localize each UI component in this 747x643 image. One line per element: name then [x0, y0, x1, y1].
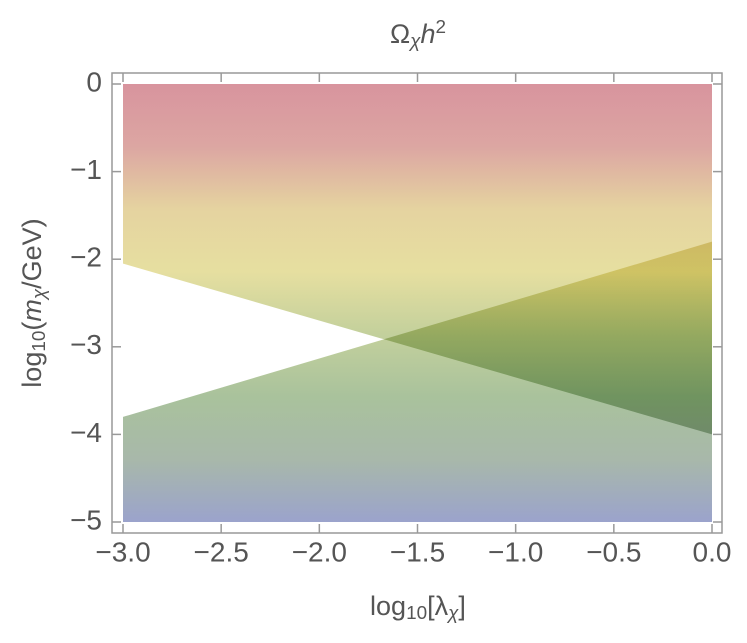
x-tick-label: −3.0 [95, 536, 150, 567]
y-tick-label: −2 [70, 242, 102, 273]
y-tick-label: −4 [70, 417, 102, 448]
chart-title-part: 2 [436, 17, 447, 38]
x-axis-label-part: ] [458, 591, 466, 621]
y-tick-label: 0 [86, 66, 102, 97]
x-tick-label: 0.0 [693, 536, 732, 567]
y-axis-label-part: m [17, 299, 47, 322]
y-axis-label-part: /GeV) [17, 218, 47, 289]
x-tick-label: −1.0 [488, 536, 543, 567]
chart-title: Ωχh2 [390, 17, 446, 51]
x-axis-label-part: χ [446, 603, 459, 624]
y-axis-label-part: 10 [29, 331, 50, 352]
x-axis-label-part: log [370, 591, 406, 621]
y-tick-label: −1 [70, 154, 102, 185]
y-tick-label: −5 [70, 504, 102, 535]
y-axis-label-part: χ [29, 288, 50, 301]
x-tick-label: −0.5 [586, 536, 641, 567]
x-tick-label: −2.5 [194, 536, 249, 567]
y-tick-label: −3 [70, 329, 102, 360]
chart-title-part: h [420, 19, 435, 49]
chart-title-part: Ω [390, 19, 410, 49]
x-axis-label-part: 10 [406, 603, 427, 624]
chart-title-part: χ [408, 31, 421, 52]
x-tick-label: −1.5 [390, 536, 445, 567]
region [123, 241, 712, 522]
x-tick-label: −2.0 [292, 536, 347, 567]
y-axis-label-part: log [17, 352, 47, 388]
x-axis-label: log10[λχ] [370, 591, 466, 624]
y-axis-label: log10(mχ/GeV) [17, 218, 50, 387]
x-axis-label-part: [λ [427, 591, 449, 621]
y-axis-label-part: ( [17, 322, 47, 331]
